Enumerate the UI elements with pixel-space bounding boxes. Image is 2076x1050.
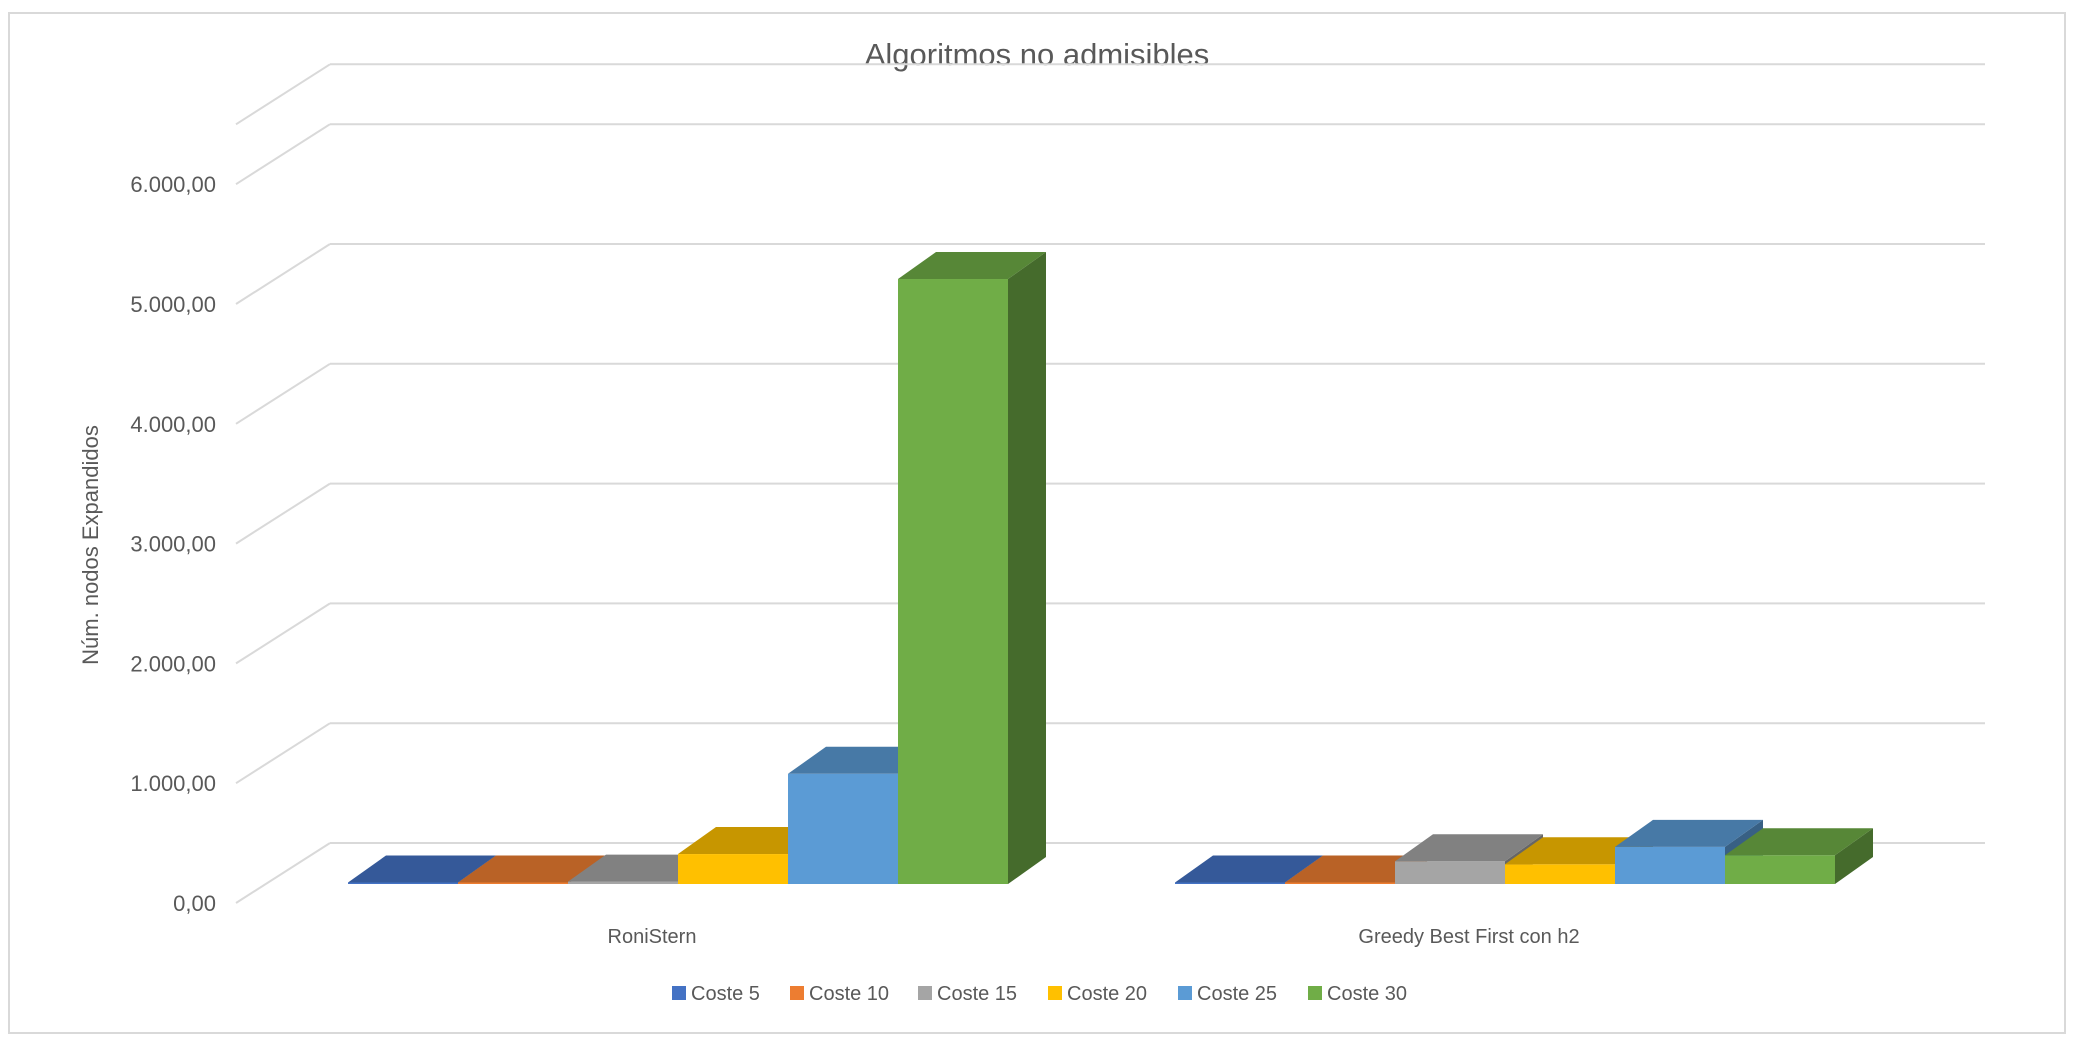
legend-swatch <box>1048 986 1062 1000</box>
bar-front <box>678 854 788 884</box>
legend-swatch <box>790 986 804 1000</box>
gridline-diagonal <box>235 362 331 425</box>
gridline-diagonal <box>235 243 331 305</box>
chart-title: Algoritmos no admisibles <box>865 37 1210 72</box>
legend-label: Coste 30 <box>1327 983 1407 1005</box>
bar-front <box>1395 861 1505 884</box>
legend-label: Coste 20 <box>1067 983 1147 1005</box>
y-tick-label: 4.000,00 <box>130 412 216 437</box>
category-label: RoniStern <box>608 926 697 948</box>
legend-item: Coste 10 <box>790 983 889 1005</box>
legend-swatch <box>1178 986 1192 1000</box>
category-label: Greedy Best First con h2 <box>1358 926 1579 948</box>
bars <box>348 252 1873 884</box>
bar-front <box>1505 864 1615 884</box>
y-tick-label: 5.000,00 <box>130 292 216 317</box>
legend-label: Coste 5 <box>691 983 760 1005</box>
gridline-diagonal <box>235 722 331 785</box>
bar-top <box>1725 828 1873 856</box>
legend-item: Coste 15 <box>918 983 1017 1005</box>
bar-front <box>348 882 458 884</box>
gridline-diagonal <box>235 123 331 186</box>
bar-front <box>1725 855 1835 884</box>
bar-front <box>568 881 678 884</box>
legend-item: Coste 5 <box>672 983 760 1005</box>
bar-top <box>898 252 1046 280</box>
legend-label: Coste 15 <box>937 983 1017 1005</box>
bar-side <box>1835 828 1873 884</box>
bar-front <box>788 773 898 884</box>
gridline-diagonal <box>235 842 331 904</box>
gridlines <box>235 63 1985 904</box>
y-axis-label: Núm. nodos Expandidos <box>78 425 103 665</box>
legend-swatch <box>918 986 932 1000</box>
bar-front <box>898 279 1008 884</box>
bar <box>898 252 1046 884</box>
bar-front <box>1285 882 1395 884</box>
legend-label: Coste 10 <box>809 983 889 1005</box>
bar-top <box>1175 855 1323 883</box>
y-tick-label: 6.000,00 <box>130 172 216 197</box>
bar-top <box>1615 819 1763 847</box>
gridline-diagonal <box>235 63 331 126</box>
bar-front <box>458 882 568 884</box>
legend: Coste 5 Coste 10 Coste 15 Coste 20 Coste 25 C… <box>672 983 1407 1005</box>
y-tick-label: 2.000,00 <box>130 651 216 676</box>
bar-front <box>1175 882 1285 884</box>
y-tick-labels: 0,00 1.000,00 2.000,00 3.000,00 4.000,00 5.00… <box>130 172 216 916</box>
category-labels: RoniStern Greedy Best First con h2 <box>608 926 1580 948</box>
bar-top <box>348 855 496 883</box>
y-tick-label: 3.000,00 <box>130 532 216 557</box>
bar-top <box>1395 834 1543 862</box>
bar-top <box>458 855 606 883</box>
bar <box>1725 828 1873 884</box>
legend-swatch <box>672 986 686 1000</box>
gridline-diagonal <box>235 482 331 545</box>
legend-swatch <box>1308 986 1322 1000</box>
y-tick-label: 1.000,00 <box>130 771 216 796</box>
bar-front <box>1615 846 1725 884</box>
y-tick-label: 0,00 <box>173 891 216 916</box>
legend-label: Coste 25 <box>1197 983 1277 1005</box>
legend-item: Coste 30 <box>1308 983 1407 1005</box>
legend-item: Coste 25 <box>1178 983 1277 1005</box>
gridline-diagonal <box>235 602 331 665</box>
bar-side <box>1008 252 1046 884</box>
legend-item: Coste 20 <box>1048 983 1147 1005</box>
